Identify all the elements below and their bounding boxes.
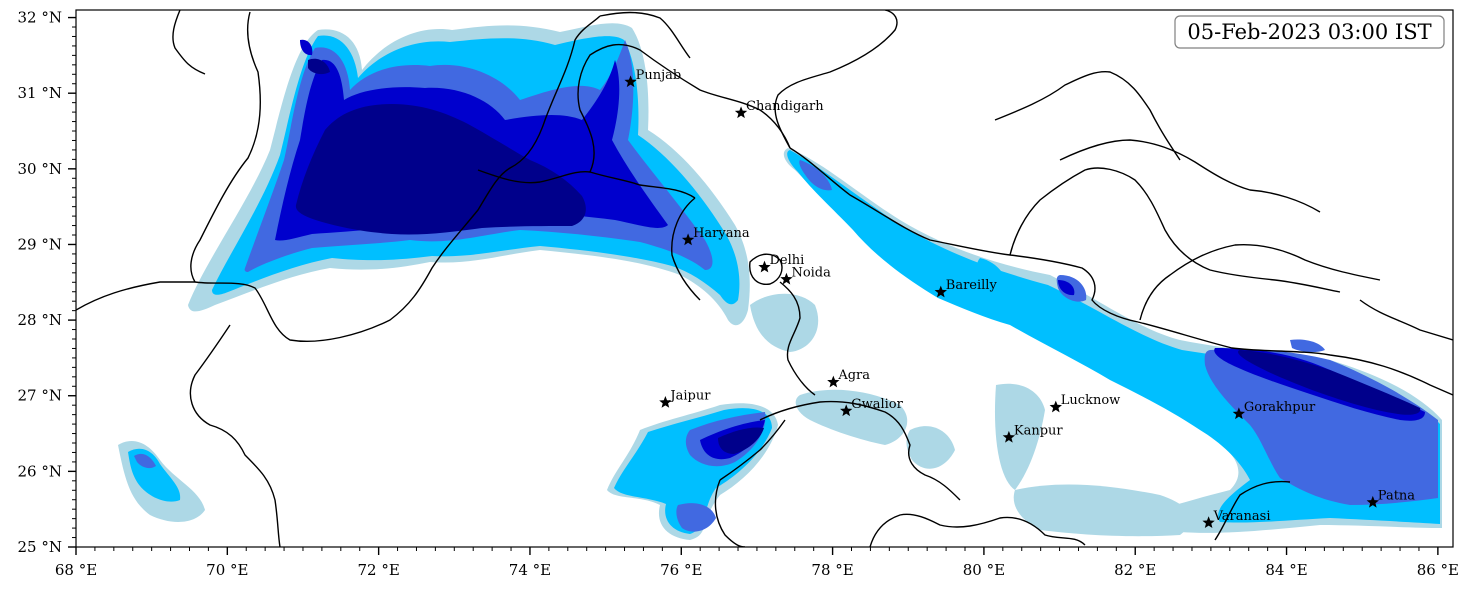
city-label-delhi: Delhi (770, 253, 805, 268)
y-tick-label: 31 °N (18, 84, 62, 102)
city-star-haryana (681, 233, 695, 246)
up-south-boundary (869, 513, 1086, 547)
bihar-west-boundary (1214, 480, 1291, 541)
nepal-north-border (774, 10, 898, 149)
city-star-agra (827, 375, 840, 388)
bihar-boundary (1359, 299, 1453, 341)
city-label-chandigarh: Chandigarh (746, 99, 824, 114)
city-label-agra: Agra (837, 368, 870, 383)
y-tick-label: 32 °N (18, 9, 62, 27)
nepal-inner-4 (1139, 243, 1381, 321)
city-label-lucknow: Lucknow (1061, 393, 1121, 408)
rajasthan-west-border (189, 324, 281, 547)
uttarakhand-boundary (789, 147, 1139, 323)
pakistan-border (76, 11, 261, 311)
city-star-gwalior (840, 404, 853, 417)
west-coast-border (172, 10, 206, 75)
haryana-boundary (671, 197, 701, 301)
city-star-gorakhpur (1232, 407, 1246, 420)
city-label-gwalior: Gwalior (851, 397, 903, 412)
y-tick-label: 26 °N (18, 462, 62, 480)
nepal-inner-1 (994, 70, 1181, 161)
y-tick-label: 29 °N (18, 235, 62, 253)
mp-south-boundary (714, 479, 746, 547)
y-tick-label: 27 °N (18, 387, 62, 405)
timestamp-label: 05-Feb-2023 03:00 IST (1187, 20, 1431, 44)
timestamp-box: 05-Feb-2023 03:00 IST (1174, 15, 1445, 49)
nepal-border (1137, 321, 1453, 396)
y-tick-label: 30 °N (18, 160, 62, 178)
up-western-boundary (779, 281, 816, 396)
city-star-punjab (624, 75, 637, 88)
punjab-boundary (477, 169, 696, 199)
x-tick-label: 82 °E (1114, 561, 1156, 579)
city-star-varanasi (1202, 516, 1215, 529)
city-star-patna (1366, 495, 1379, 508)
x-tick-label: 80 °E (963, 561, 1005, 579)
nepal-inner-2 (1059, 139, 1321, 213)
rajasthan-mp-boundary (719, 419, 786, 481)
mp-up-boundary (759, 400, 961, 501)
city-star-lucknow (1049, 400, 1062, 413)
x-tick-label: 74 °E (509, 561, 551, 579)
city-star-kanpur (1002, 430, 1016, 443)
x-tick-label: 78 °E (811, 561, 853, 579)
precipitation-layer (118, 23, 1442, 540)
city-label-gorakhpur: Gorakhpur (1244, 400, 1316, 415)
x-tick-label: 84 °E (1265, 561, 1307, 579)
city-star-chandigarh (734, 106, 748, 119)
city-label-varanasi: Varanasi (1213, 509, 1271, 524)
map-frame (75, 9, 1454, 548)
axis-ticks: 68 °E 70 °E 72 °E 74 °E 76 °E 78 °E 80 °E 82 °E… (18, 9, 1460, 579)
city-label-noida: Noida (791, 265, 831, 280)
city-label-patna: Patna (1378, 488, 1416, 503)
city-label-jaipur: Jaipur (668, 389, 711, 404)
x-tick-label: 68 °E (55, 561, 97, 579)
india-pakistan-border (194, 15, 601, 342)
x-tick-label: 72 °E (357, 561, 399, 579)
city-star-jaipur (659, 396, 672, 408)
city-label-haryana: Haryana (693, 226, 750, 241)
x-tick-label: 86 °E (1417, 561, 1459, 579)
kashmir-border (599, 11, 691, 59)
y-tick-label: 28 °N (18, 311, 62, 329)
nepal-inner-3 (1009, 167, 1341, 293)
city-star-bareilly (934, 285, 947, 298)
city-label-bareilly: Bareilly (946, 278, 998, 293)
city-star-delhi (758, 260, 771, 273)
city-label-punjab: Punjab (636, 68, 682, 83)
boundary-lines (76, 10, 1453, 547)
precip-level-5 (295, 58, 1421, 454)
delhi-boundary (749, 253, 783, 285)
x-tick-label: 70 °E (206, 561, 248, 579)
city-label-kanpur: Kanpur (1014, 423, 1064, 438)
city-star-noida (780, 272, 793, 285)
himachal-boundary (577, 43, 791, 173)
x-tick-label: 76 °E (660, 561, 702, 579)
y-tick-label: 25 °N (18, 538, 62, 556)
